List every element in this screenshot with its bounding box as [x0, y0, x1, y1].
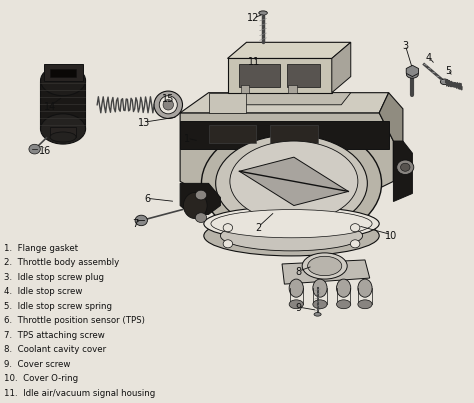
Ellipse shape: [358, 279, 372, 297]
Ellipse shape: [259, 11, 267, 15]
Ellipse shape: [204, 206, 379, 241]
Text: 15: 15: [162, 94, 174, 104]
Polygon shape: [180, 113, 393, 197]
Circle shape: [223, 240, 233, 248]
Text: 10: 10: [385, 231, 397, 241]
Text: 6: 6: [144, 195, 150, 204]
Text: 11.  Idle air/vacuum signal housing: 11. Idle air/vacuum signal housing: [4, 389, 155, 398]
Bar: [288, 85, 297, 93]
Ellipse shape: [289, 279, 303, 297]
Circle shape: [401, 163, 410, 171]
Ellipse shape: [358, 300, 372, 309]
Text: 1: 1: [184, 134, 190, 144]
Text: 4: 4: [426, 54, 432, 63]
Text: 6.  Throttle position sensor (TPS): 6. Throttle position sensor (TPS): [4, 316, 145, 325]
Text: 2: 2: [255, 223, 262, 233]
Ellipse shape: [159, 96, 177, 114]
Text: 16: 16: [39, 146, 51, 156]
Ellipse shape: [40, 65, 85, 96]
Ellipse shape: [183, 193, 207, 218]
Text: 9: 9: [296, 303, 301, 313]
Polygon shape: [239, 157, 348, 206]
Polygon shape: [223, 93, 351, 105]
Text: 9.  Cover screw: 9. Cover screw: [4, 360, 70, 369]
Ellipse shape: [308, 256, 342, 276]
Polygon shape: [332, 42, 351, 93]
Ellipse shape: [163, 100, 173, 110]
Text: 14: 14: [44, 102, 56, 112]
Polygon shape: [180, 93, 389, 113]
Text: 11: 11: [247, 58, 260, 67]
Polygon shape: [406, 65, 419, 77]
Circle shape: [29, 144, 40, 154]
Text: 7.  TPS attaching screw: 7. TPS attaching screw: [4, 331, 105, 340]
Polygon shape: [180, 121, 389, 149]
Polygon shape: [393, 141, 412, 202]
Ellipse shape: [337, 300, 351, 309]
Ellipse shape: [314, 313, 321, 316]
Ellipse shape: [302, 253, 347, 279]
Ellipse shape: [40, 114, 85, 144]
Ellipse shape: [230, 141, 358, 222]
Text: 3.  Idle stop screw plug: 3. Idle stop screw plug: [4, 273, 104, 282]
Polygon shape: [282, 260, 370, 284]
Text: 12: 12: [247, 13, 260, 23]
Polygon shape: [44, 64, 83, 81]
Ellipse shape: [50, 132, 76, 142]
Polygon shape: [180, 183, 220, 216]
Bar: [270, 125, 318, 143]
Text: 7: 7: [132, 219, 138, 229]
Ellipse shape: [313, 279, 327, 297]
Ellipse shape: [313, 300, 327, 309]
Circle shape: [350, 224, 360, 232]
Ellipse shape: [211, 210, 372, 238]
Text: 3: 3: [402, 42, 408, 51]
Circle shape: [350, 240, 360, 248]
Polygon shape: [228, 42, 351, 58]
Ellipse shape: [216, 135, 367, 232]
Text: 4.  Idle stop screw: 4. Idle stop screw: [4, 287, 82, 296]
Ellipse shape: [220, 221, 363, 251]
Bar: [287, 64, 320, 87]
Bar: [40, 81, 85, 129]
Circle shape: [223, 224, 233, 232]
Bar: [50, 69, 76, 77]
Ellipse shape: [201, 123, 382, 244]
Circle shape: [397, 160, 414, 174]
Bar: [50, 127, 76, 137]
Text: 10.  Cover O-ring: 10. Cover O-ring: [4, 374, 78, 383]
Text: 8: 8: [296, 267, 301, 277]
Text: 1.  Flange gasket: 1. Flange gasket: [4, 244, 78, 253]
Ellipse shape: [337, 279, 351, 297]
Circle shape: [195, 190, 207, 200]
Ellipse shape: [154, 91, 182, 118]
Circle shape: [135, 215, 147, 226]
Circle shape: [195, 213, 207, 222]
Text: 5.  Idle stop screw spring: 5. Idle stop screw spring: [4, 302, 112, 311]
Bar: [239, 64, 280, 87]
Ellipse shape: [204, 216, 379, 256]
Polygon shape: [228, 58, 332, 93]
Ellipse shape: [289, 300, 303, 309]
Text: 2.  Throttle body assembly: 2. Throttle body assembly: [4, 258, 119, 267]
Bar: [241, 85, 249, 93]
Bar: [209, 125, 256, 143]
Polygon shape: [209, 93, 246, 113]
Text: 8.  Coolant cavity cover: 8. Coolant cavity cover: [4, 345, 106, 354]
Ellipse shape: [440, 79, 449, 85]
Text: 5: 5: [445, 66, 451, 75]
Text: 13: 13: [138, 118, 151, 128]
Polygon shape: [379, 93, 403, 189]
Ellipse shape: [406, 71, 418, 78]
